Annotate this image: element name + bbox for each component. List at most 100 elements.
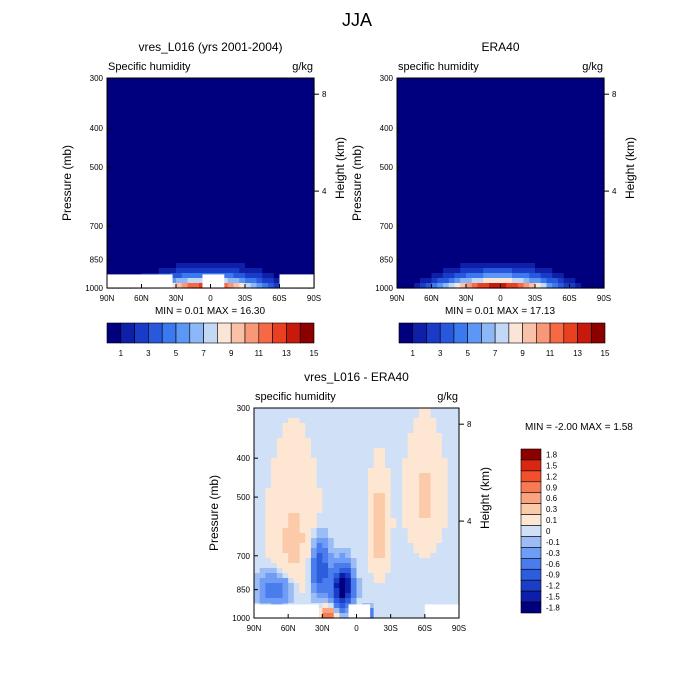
field-cell <box>563 153 571 159</box>
field-cell <box>546 148 553 154</box>
field-cell <box>425 253 433 259</box>
field-cell <box>199 248 206 254</box>
field-cell <box>373 518 380 524</box>
field-cell <box>181 138 189 144</box>
field-cell <box>448 113 456 119</box>
field-cell <box>558 278 565 284</box>
field-cell <box>575 93 582 99</box>
field-cell <box>135 93 143 99</box>
field-cell <box>362 528 369 534</box>
field-cell <box>210 183 217 189</box>
field-cell <box>299 463 306 469</box>
field-cell <box>425 163 433 169</box>
field-cell <box>402 418 409 424</box>
field-cell <box>216 208 223 214</box>
field-cell <box>276 598 284 604</box>
field-cell <box>124 198 131 204</box>
field-cell <box>302 118 309 124</box>
field-cell <box>204 103 212 109</box>
field-cell <box>250 208 258 214</box>
field-cell <box>254 433 261 439</box>
field-cell <box>328 488 335 494</box>
field-cell <box>265 508 272 514</box>
field-cell <box>425 173 433 179</box>
field-cell <box>345 553 352 559</box>
field-cell <box>135 268 143 274</box>
field-cell <box>256 128 263 134</box>
field-cell <box>379 418 386 424</box>
field-cell <box>333 458 341 464</box>
field-cell <box>124 143 131 149</box>
field-cell <box>141 268 148 274</box>
field-cell <box>291 198 298 204</box>
field-cell <box>285 168 292 174</box>
field-cell <box>430 578 437 584</box>
field-cell <box>563 98 571 104</box>
field-cell <box>598 103 605 109</box>
field-cell <box>254 448 261 454</box>
field-cell <box>408 188 415 194</box>
field-cell <box>390 463 397 469</box>
field-cell <box>598 248 605 254</box>
field-cell <box>107 138 114 144</box>
field-cell <box>181 263 189 269</box>
field-cell <box>448 278 456 284</box>
field-cell <box>265 433 272 439</box>
field-cell <box>181 278 189 284</box>
field-cell <box>447 433 454 439</box>
field-cell <box>500 208 507 214</box>
field-cell <box>419 598 426 604</box>
field-cell <box>425 83 433 89</box>
field-cell <box>141 238 148 244</box>
field-cell <box>279 268 286 274</box>
field-cell <box>466 128 473 134</box>
field-cell <box>447 503 454 509</box>
field-cell <box>558 158 565 164</box>
field-cell <box>339 548 346 554</box>
field-cell <box>153 88 160 94</box>
field-cell <box>454 128 461 134</box>
field-cell <box>285 208 292 214</box>
field-cell <box>147 208 154 214</box>
field-cell <box>367 413 375 419</box>
field-cell <box>296 238 304 244</box>
field-cell <box>362 598 369 604</box>
field-cell <box>367 453 375 459</box>
field-cell <box>443 258 450 264</box>
field-cell <box>187 268 194 274</box>
field-cell <box>199 203 206 209</box>
field-cell <box>271 443 278 449</box>
field-cell <box>268 108 275 114</box>
field-cell <box>540 193 548 199</box>
field-cell <box>471 88 479 94</box>
field-cell <box>362 498 369 504</box>
field-cell <box>158 118 166 124</box>
field-cell <box>367 498 375 504</box>
field-cell <box>436 513 443 519</box>
field-cell <box>130 183 137 189</box>
field-cell <box>408 208 415 214</box>
field-cell <box>396 568 403 574</box>
field-cell <box>181 203 189 209</box>
field-cell <box>535 218 542 224</box>
field-cell <box>500 233 507 239</box>
field-cell <box>517 78 525 84</box>
field-cell <box>204 133 212 139</box>
field-cell <box>130 188 137 194</box>
field-cell <box>153 128 160 134</box>
field-cell <box>362 583 369 589</box>
field-cell <box>529 223 536 229</box>
field-cell <box>147 173 154 179</box>
field-cell <box>302 123 309 129</box>
x-tick-label: 90S <box>597 294 611 303</box>
field-cell <box>436 598 443 604</box>
field-cell <box>483 173 490 179</box>
field-cell <box>569 208 576 214</box>
field-cell <box>268 168 275 174</box>
field-cell <box>268 93 275 99</box>
field-cell <box>420 203 427 209</box>
field-cell <box>413 583 420 589</box>
field-cell <box>454 153 461 159</box>
field-cell <box>339 583 346 589</box>
field-cell <box>424 448 432 454</box>
